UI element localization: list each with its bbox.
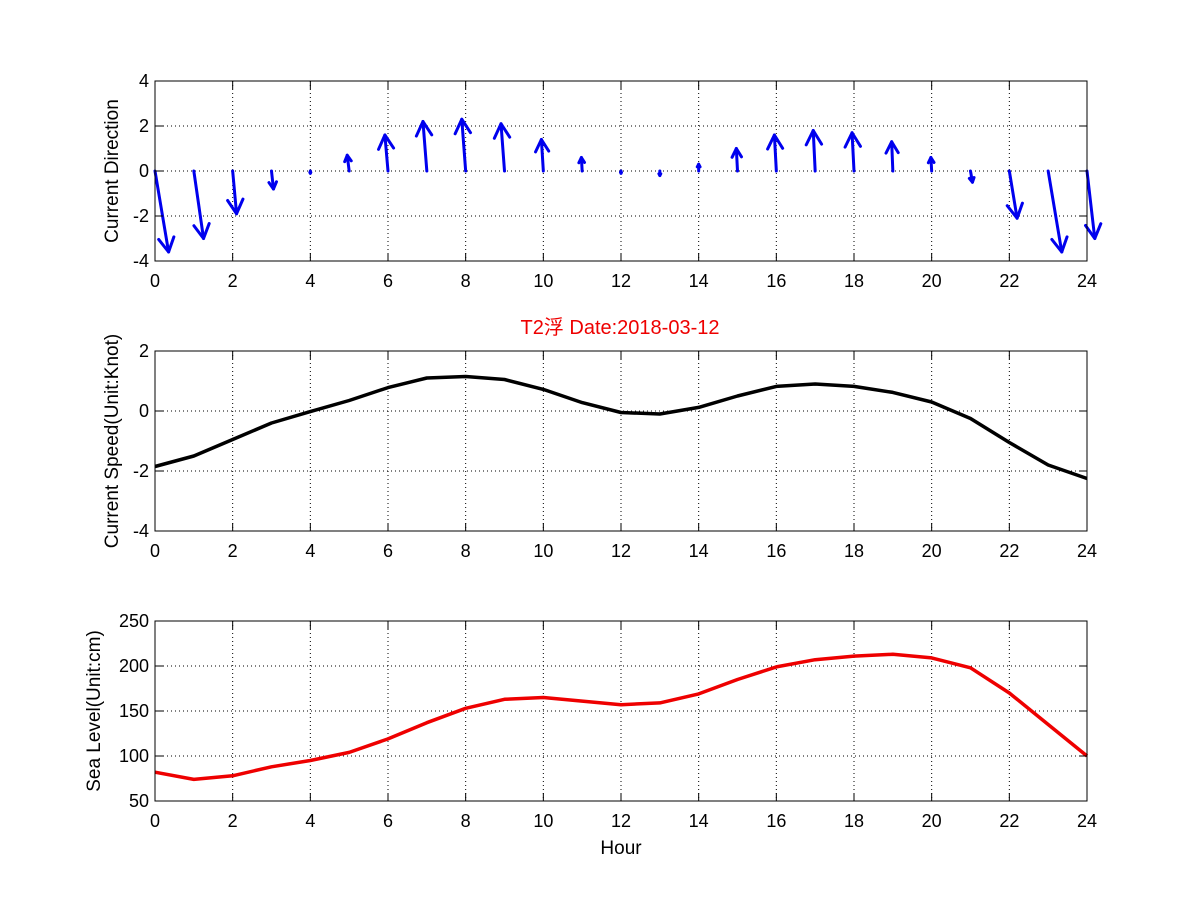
quiver-arrow (619, 169, 623, 175)
quiver-arrow (695, 162, 702, 173)
x-tick-label: 4 (305, 811, 315, 831)
y-tick-label: 100 (119, 746, 149, 766)
quiver-arrow (577, 156, 587, 173)
y-tick-label: 250 (119, 611, 149, 631)
y-tick-label: -2 (133, 206, 149, 226)
quiver-arrow (730, 147, 743, 173)
quiver-arrow (308, 169, 313, 175)
y-tick-label: 0 (139, 401, 149, 421)
x-tick-label: 14 (689, 811, 709, 831)
x-tick-label: 12 (611, 811, 631, 831)
x-tick-label: 2 (228, 541, 238, 561)
y-tick-label: -4 (133, 251, 149, 271)
y-tick-label: 2 (139, 116, 149, 136)
x-tick-label: 24 (1077, 271, 1097, 291)
x-tick-label: 4 (305, 541, 315, 561)
x-tick-label: 22 (999, 541, 1019, 561)
x-tick-label: 20 (922, 271, 942, 291)
x-tick-label: 10 (533, 811, 553, 831)
x-tick-label: 6 (383, 271, 393, 291)
quiver-arrow (192, 169, 211, 240)
quiver-arrow (453, 117, 473, 173)
current-speed-ylabel: Current Speed(Unit:Knot) (102, 334, 123, 548)
chart-title: T2浮 Date:2018-03-12 (520, 316, 719, 339)
y-tick-label: 0 (139, 161, 149, 181)
y-tick-label: 50 (129, 791, 149, 811)
y-tick-label: -4 (133, 521, 149, 541)
quiver-arrow (766, 133, 785, 173)
x-tick-label: 20 (922, 541, 942, 561)
quiver-arrow (657, 169, 663, 177)
x-tick-label: 22 (999, 271, 1019, 291)
quiver-arrow (414, 120, 434, 173)
quiver-arrow (967, 169, 976, 184)
x-tick-label: 8 (461, 811, 471, 831)
current-speed-panel: T2浮 Date:2018-03-12 0 2 4 6 8 10 12 14 16 18 20 22 2… (102, 316, 1097, 561)
x-tick-label: 16 (766, 271, 786, 291)
x-tick-label: 22 (999, 811, 1019, 831)
x-tick-label: 14 (689, 541, 709, 561)
x-tick-label: 6 (383, 541, 393, 561)
quiver-arrow (1046, 169, 1069, 254)
quiver-arrow (1084, 169, 1103, 240)
quiver-arrow (492, 122, 512, 173)
x-tick-label: 4 (305, 271, 315, 291)
quiver-arrow (804, 129, 824, 173)
x-tick-label: 0 (150, 271, 160, 291)
x-tick-label: 0 (150, 541, 160, 561)
current-direction-ylabel: Current Direction (102, 99, 123, 243)
quiver-arrow (1005, 169, 1024, 220)
x-tick-label: 24 (1077, 541, 1097, 561)
y-tick-label: 4 (139, 71, 149, 91)
quiver-arrow (377, 133, 396, 173)
quiver-arrow (534, 138, 551, 173)
quiver-arrow (926, 156, 936, 173)
y-tick-label: 200 (119, 656, 149, 676)
x-tick-label: 0 (150, 811, 160, 831)
x-tick-label: 18 (844, 541, 864, 561)
x-tick-label: 12 (611, 541, 631, 561)
y-tick-label: 2 (139, 341, 149, 361)
x-tick-label: 10 (533, 271, 553, 291)
x-tick-label: 12 (611, 271, 631, 291)
sea-level-ylabel: Sea Level(Unit:cm) (84, 630, 105, 792)
x-tick-label: 18 (844, 811, 864, 831)
quiver-arrow (153, 169, 176, 254)
quiver-arrow (267, 169, 278, 191)
x-tick-label: 18 (844, 271, 864, 291)
hour-xlabel: Hour (600, 838, 642, 859)
x-tick-label: 6 (383, 811, 393, 831)
quiver-arrow (843, 131, 862, 173)
x-tick-label: 8 (461, 541, 471, 561)
quiver-arrow (884, 140, 900, 173)
x-tick-label: 2 (228, 271, 238, 291)
x-tick-label: 16 (766, 541, 786, 561)
quiver-arrow (226, 169, 245, 216)
x-tick-label: 24 (1077, 811, 1097, 831)
y-tick-label: -2 (133, 461, 149, 481)
quiver-arrow (343, 153, 353, 173)
x-tick-label: 14 (689, 271, 709, 291)
x-tick-label: 2 (228, 811, 238, 831)
x-tick-label: 10 (533, 541, 553, 561)
x-tick-label: 16 (766, 811, 786, 831)
x-tick-label: 8 (461, 271, 471, 291)
x-tick-label: 20 (922, 811, 942, 831)
y-tick-label: 150 (119, 701, 149, 721)
